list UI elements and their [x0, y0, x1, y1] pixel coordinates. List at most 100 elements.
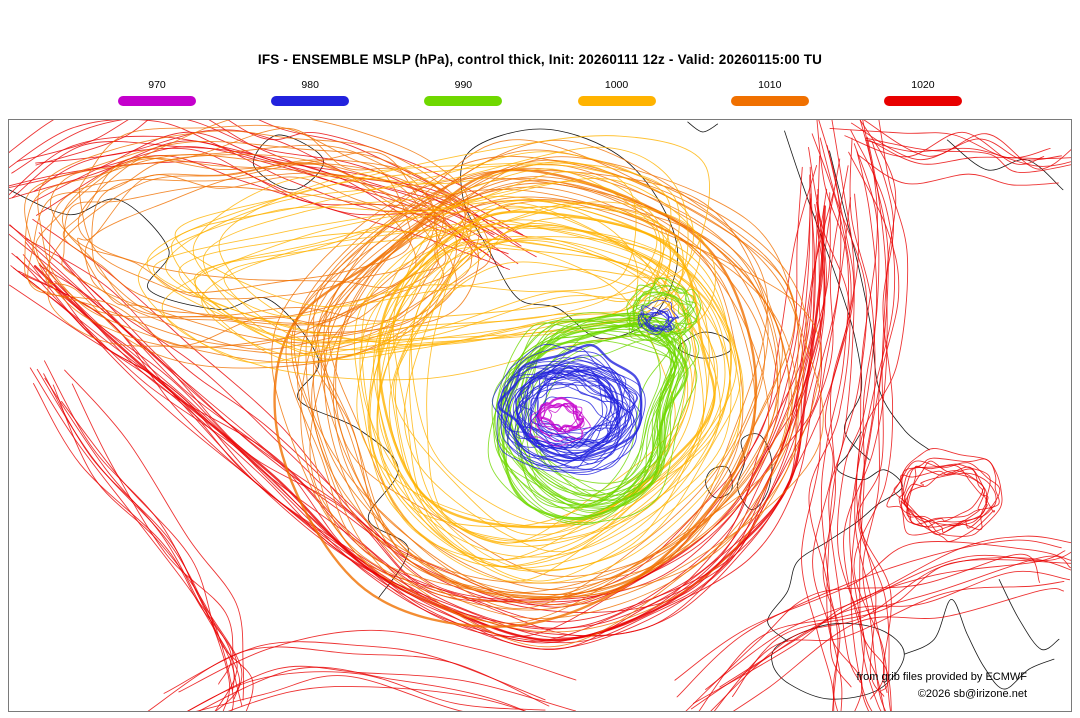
contour-path: [898, 464, 989, 531]
legend-item: 990: [424, 79, 503, 106]
contour-path: [732, 588, 1064, 711]
map-title: IFS - ENSEMBLE MSLP (hPa), control thick…: [257, 52, 823, 67]
contour-path: [857, 120, 897, 692]
contour-path: [24, 155, 821, 601]
contour-path: [801, 120, 842, 711]
legend-swatch: [424, 96, 503, 106]
contour-path: [271, 177, 783, 603]
contour-path: [178, 629, 577, 693]
contour-path: [161, 178, 716, 381]
contour-path: [640, 310, 673, 331]
contour-path: [828, 120, 861, 683]
contour-path: [515, 371, 603, 442]
contour-path: [690, 570, 1071, 710]
contour-path: [628, 293, 687, 347]
contour-path: [59, 193, 859, 637]
contour-path: [630, 291, 689, 342]
contour-path: [674, 541, 1071, 681]
contour-path: [408, 235, 718, 547]
contour-path: [146, 164, 694, 344]
contour-path: [335, 198, 779, 577]
contour-path: [906, 472, 997, 528]
contour-path: [537, 404, 585, 437]
contour-path: [32, 158, 841, 608]
contour-path: [514, 340, 676, 509]
legend-label: 1010: [758, 79, 782, 91]
contour-path: [218, 162, 680, 328]
contour-path: [859, 120, 889, 697]
contour-path: [227, 685, 527, 711]
contour-path: [29, 367, 232, 685]
contour-path: [638, 312, 672, 335]
contour-path: [37, 130, 480, 324]
contour-path: [165, 146, 689, 342]
contour-path: [62, 156, 439, 326]
contour-path: [808, 146, 851, 711]
contour-path: [506, 316, 681, 505]
contour-path: [296, 188, 756, 611]
contour-path: [16, 201, 827, 637]
contour-path: [403, 224, 737, 553]
contour-path: [163, 641, 546, 701]
contour-path: [633, 292, 698, 343]
contour-path: [529, 365, 635, 445]
legend-swatch: [883, 96, 962, 106]
contour-path: [11, 198, 816, 641]
contour-path: [392, 219, 726, 542]
ensemble-contour-plot: [9, 120, 1071, 711]
contour-path: [649, 309, 675, 333]
coastline-path: [998, 579, 1060, 651]
contour-path: [676, 539, 1062, 698]
coastline-path: [737, 433, 773, 511]
legend-label: 1020: [911, 79, 935, 91]
contour-path: [332, 182, 770, 599]
contour-path: [819, 137, 868, 711]
pressure-legend: 970 980 990 1000 1010 1020: [118, 79, 962, 106]
contour-path: [529, 403, 584, 447]
contour-path: [638, 294, 698, 343]
contour-path: [353, 223, 697, 567]
contour-path: [367, 199, 732, 569]
legend-item: 1020: [883, 79, 962, 106]
contour-path: [538, 396, 584, 433]
contour-path: [685, 553, 1041, 711]
contour-path: [71, 383, 243, 707]
contour-path: [84, 163, 458, 350]
contour-path: [64, 369, 245, 701]
contour-path: [849, 129, 896, 711]
contour-path: [33, 383, 238, 711]
contour-path: [24, 151, 447, 347]
contour-path: [373, 238, 704, 567]
contour-path: [516, 328, 661, 507]
credits: from grib files provided by ECMWF ©2026 …: [856, 669, 1027, 703]
contour-path: [147, 646, 550, 711]
contour-path: [395, 261, 708, 572]
contour-path: [497, 343, 643, 460]
contour-path: [903, 470, 995, 542]
coastline-path: [903, 598, 1055, 690]
contour-path: [857, 154, 1059, 186]
contour-path: [192, 161, 637, 317]
coastline-path: [946, 139, 1064, 191]
contour-path: [193, 202, 672, 360]
contour-path: [320, 156, 824, 606]
legend-label: 970: [148, 79, 166, 91]
contour-path: [323, 149, 808, 600]
legend-item: 1000: [577, 79, 656, 106]
contour-path: [50, 127, 436, 300]
coastline-path: [9, 189, 409, 599]
contour-path: [138, 171, 665, 364]
contour-path: [521, 321, 687, 496]
contour-path: [863, 120, 1071, 170]
contour-path: [174, 135, 710, 308]
contour-path: [515, 370, 629, 448]
contour-path: [9, 166, 803, 606]
contour-path: [378, 223, 744, 582]
legend-item: 970: [118, 79, 196, 106]
contour-path: [285, 177, 766, 599]
contour-path: [290, 169, 781, 595]
contour-path: [52, 384, 234, 711]
contour-path: [377, 210, 716, 529]
contour-path: [865, 139, 1071, 167]
contour-path: [305, 139, 796, 584]
